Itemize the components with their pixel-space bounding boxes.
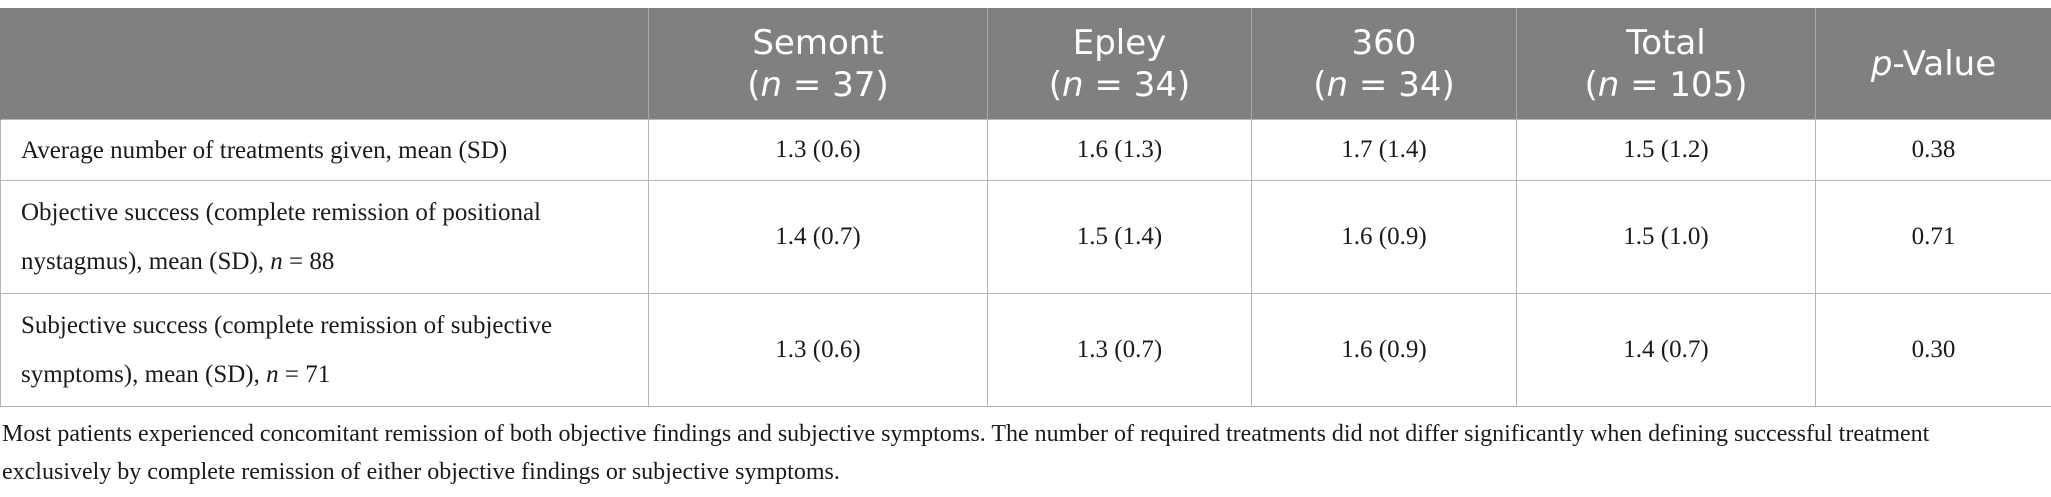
cell-semont: 1.3 (0.6) bbox=[648, 119, 988, 181]
header-epley: Epley (n = 34) bbox=[987, 8, 1252, 120]
header-360-n-var: n bbox=[1326, 64, 1349, 105]
header-epley-n-rest: = 34) bbox=[1083, 64, 1191, 105]
header-semont-name: Semont bbox=[752, 22, 884, 63]
cell-total: 1.5 (1.2) bbox=[1516, 119, 1816, 181]
row-label-n-rest: = 88 bbox=[282, 248, 335, 275]
cell-360: 1.7 (1.4) bbox=[1251, 119, 1517, 181]
cell-360: 1.6 (0.9) bbox=[1251, 180, 1517, 294]
row-label-text: Average number of treatments given, mean… bbox=[21, 136, 508, 164]
header-p-rest: -Value bbox=[1892, 43, 1997, 84]
cell-epley: 1.3 (0.7) bbox=[987, 293, 1252, 407]
header-epley-n-open: ( bbox=[1048, 64, 1063, 105]
row-label-text: Objective success (complete remission of… bbox=[21, 199, 542, 275]
header-total-name: Total bbox=[1626, 22, 1706, 63]
header-total-n-rest: = 105) bbox=[1619, 64, 1748, 105]
cell-p-value: 0.71 bbox=[1815, 180, 2051, 294]
header-epley-n-var: n bbox=[1062, 64, 1084, 105]
header-row: Semont (n = 37) Epley (n = 34) 360 (n = … bbox=[0, 8, 2051, 120]
header-total-n-var: n bbox=[1597, 64, 1620, 105]
table-footnote: Most patients experienced concomitant re… bbox=[2, 421, 1930, 485]
table-row: Average number of treatments given, mean… bbox=[0, 119, 2051, 181]
row-label: Objective success (complete remission of… bbox=[0, 180, 649, 294]
header-semont-n-var: n bbox=[760, 64, 783, 105]
header-360: 360 (n = 34) bbox=[1251, 8, 1517, 120]
header-total: Total (n = 105) bbox=[1516, 8, 1816, 120]
header-total-n-open: ( bbox=[1584, 64, 1598, 105]
header-semont-n-open: ( bbox=[747, 64, 761, 105]
row-label-n-var: n bbox=[270, 248, 283, 275]
table-row: Objective success (complete remission of… bbox=[0, 180, 2051, 294]
table-row: Subjective success (complete remission o… bbox=[0, 293, 2051, 407]
row-label-n-var: n bbox=[266, 361, 279, 388]
cell-epley: 1.5 (1.4) bbox=[987, 180, 1252, 294]
header-p-value: p-Value bbox=[1815, 8, 2051, 120]
header-p-var: p bbox=[1870, 43, 1893, 84]
row-label-text: Subjective success (complete remission o… bbox=[21, 312, 553, 388]
table-body: Average number of treatments given, mean… bbox=[0, 119, 2051, 407]
cell-p-value: 0.38 bbox=[1815, 119, 2051, 181]
row-label-n-rest: = 71 bbox=[278, 361, 331, 388]
results-table-wrapper: Semont (n = 37) Epley (n = 34) 360 (n = … bbox=[0, 8, 2051, 407]
results-table: Semont (n = 37) Epley (n = 34) 360 (n = … bbox=[0, 8, 2051, 407]
header-360-name: 360 bbox=[1351, 22, 1417, 63]
cell-total: 1.5 (1.0) bbox=[1516, 180, 1816, 294]
cell-360: 1.6 (0.9) bbox=[1251, 293, 1517, 407]
header-label-column bbox=[0, 8, 649, 120]
row-label: Average number of treatments given, mean… bbox=[0, 119, 649, 181]
header-360-n-rest: = 34) bbox=[1348, 64, 1455, 105]
cell-semont: 1.3 (0.6) bbox=[648, 293, 988, 407]
header-semont-n-rest: = 37) bbox=[782, 64, 889, 105]
header-epley-name: Epley bbox=[1072, 22, 1167, 63]
table-header: Semont (n = 37) Epley (n = 34) 360 (n = … bbox=[0, 8, 2051, 120]
header-360-n-open: ( bbox=[1313, 64, 1327, 105]
row-label: Subjective success (complete remission o… bbox=[0, 293, 649, 407]
cell-semont: 1.4 (0.7) bbox=[648, 180, 988, 294]
cell-epley: 1.6 (1.3) bbox=[987, 119, 1252, 181]
cell-p-value: 0.30 bbox=[1815, 293, 2051, 407]
header-semont: Semont (n = 37) bbox=[648, 8, 988, 120]
cell-total: 1.4 (0.7) bbox=[1516, 293, 1816, 407]
